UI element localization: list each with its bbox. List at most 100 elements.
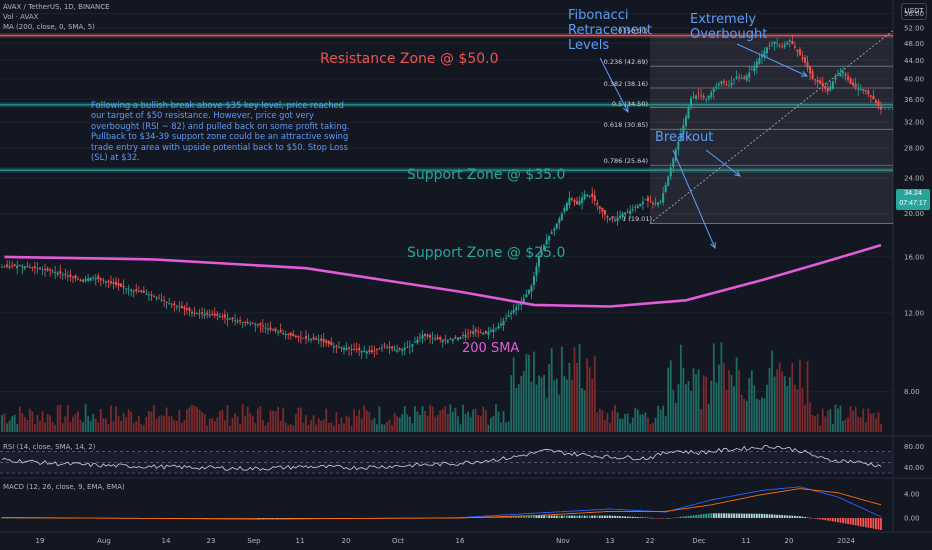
price-tick-label: 44.00 xyxy=(904,57,924,65)
candle-body xyxy=(322,338,325,342)
candle-body xyxy=(120,283,123,287)
volume-bar xyxy=(360,418,363,432)
volume-bar xyxy=(875,418,877,432)
macd-tick-label: 4.00 xyxy=(904,491,920,499)
macd-histogram-bar xyxy=(596,515,599,518)
fibonacci-level-label: 0.382 (38.16) xyxy=(603,79,648,88)
macd-histogram-bar xyxy=(624,516,627,518)
volume-bar xyxy=(467,411,469,432)
volume-bar xyxy=(522,370,525,432)
volume-bar xyxy=(348,416,350,432)
volume-bar xyxy=(601,410,604,432)
macd-legend: MACD (12, 26, close, 9, EMA, EMA) xyxy=(3,483,125,491)
macd-histogram-bar xyxy=(674,517,677,518)
macd-histogram-bar xyxy=(723,513,725,518)
volume-bar xyxy=(153,404,155,432)
volume-bar xyxy=(733,386,735,432)
volume-bar xyxy=(672,389,675,432)
macd-histogram-bar xyxy=(576,515,578,518)
volume-bar xyxy=(487,424,490,432)
candle-body xyxy=(829,86,832,91)
volume-bar xyxy=(282,407,285,432)
macd-histogram-bar xyxy=(702,514,705,518)
volume-bar xyxy=(614,404,616,432)
macd-histogram-bar xyxy=(720,513,723,518)
overbought-arrow xyxy=(736,43,808,77)
macd-histogram-bar xyxy=(862,518,865,527)
volume-bar xyxy=(550,348,553,432)
candle-body xyxy=(679,133,682,140)
volume-bar xyxy=(573,347,576,432)
volume-bar xyxy=(300,407,302,432)
macd-histogram-bar xyxy=(796,516,799,518)
volume-bar xyxy=(869,413,872,432)
candle-body xyxy=(606,216,609,218)
volume-bar xyxy=(376,424,378,432)
macd-histogram-bar xyxy=(755,513,758,518)
macd-histogram-bar xyxy=(786,515,789,518)
candle-body xyxy=(867,90,870,95)
volume-bar xyxy=(563,376,566,432)
candle-body xyxy=(598,206,601,209)
candle-body xyxy=(781,46,784,48)
volume-bar xyxy=(84,404,87,432)
candle-body xyxy=(634,206,637,208)
macd-histogram-bar xyxy=(535,515,538,518)
candle-body xyxy=(190,311,193,314)
date-tick-label: Nov xyxy=(556,537,570,545)
macd-histogram-bar xyxy=(593,515,596,518)
candle-body xyxy=(626,211,629,213)
candle-body xyxy=(510,312,513,315)
macd-histogram-bar xyxy=(234,518,236,519)
macd-histogram-bar xyxy=(284,518,287,519)
volume-bar xyxy=(310,419,312,432)
currency-button[interactable]: USDT xyxy=(901,3,927,20)
volume-bar xyxy=(231,418,234,432)
macd-histogram-bar xyxy=(854,518,857,526)
macd-histogram-bar xyxy=(652,517,654,519)
candle-body xyxy=(441,339,444,342)
volume-bar xyxy=(335,412,338,432)
candle-body xyxy=(107,280,110,283)
fibonacci-level-label: 0.236 (42.69) xyxy=(603,58,648,67)
candle-body xyxy=(659,201,662,203)
candle-body xyxy=(707,95,710,99)
candle-body xyxy=(287,333,290,335)
candle-body xyxy=(33,266,36,268)
volume-bar xyxy=(54,424,57,432)
volume-bar xyxy=(801,387,804,432)
candle-body xyxy=(669,167,672,177)
macd-histogram-bar xyxy=(558,515,561,518)
volume-bar xyxy=(315,424,318,432)
candle-body xyxy=(639,203,642,207)
volume-bar xyxy=(97,422,100,432)
macd-histogram-bar xyxy=(606,515,609,518)
candle-body xyxy=(763,51,766,57)
macd-histogram-bar xyxy=(707,513,710,518)
volume-bar xyxy=(738,370,741,432)
volume-bar xyxy=(148,411,150,432)
volume-bar xyxy=(381,424,383,432)
candle-body xyxy=(454,336,457,339)
volume-bar xyxy=(880,423,882,432)
macd-histogram-bar xyxy=(517,516,520,518)
sma-label: 200 SMA xyxy=(462,341,520,356)
volume-bar xyxy=(46,413,49,432)
volume-bar xyxy=(839,405,842,432)
volume-bar xyxy=(639,414,642,432)
candle-body xyxy=(310,339,313,341)
volume-bar xyxy=(581,388,583,432)
volume-bar xyxy=(515,388,518,432)
volume-bar xyxy=(89,420,92,432)
candle-body xyxy=(373,350,376,352)
candle-body xyxy=(588,195,591,197)
volume-bar xyxy=(236,416,239,432)
candle-body xyxy=(56,272,59,275)
volume-bar xyxy=(317,418,320,432)
volume-bar xyxy=(343,423,345,432)
volume-bar xyxy=(829,409,832,432)
support-35-label: Support Zone @ $35.0 xyxy=(407,167,566,183)
volume-bar xyxy=(188,407,191,432)
macd-histogram-bar xyxy=(647,517,649,519)
